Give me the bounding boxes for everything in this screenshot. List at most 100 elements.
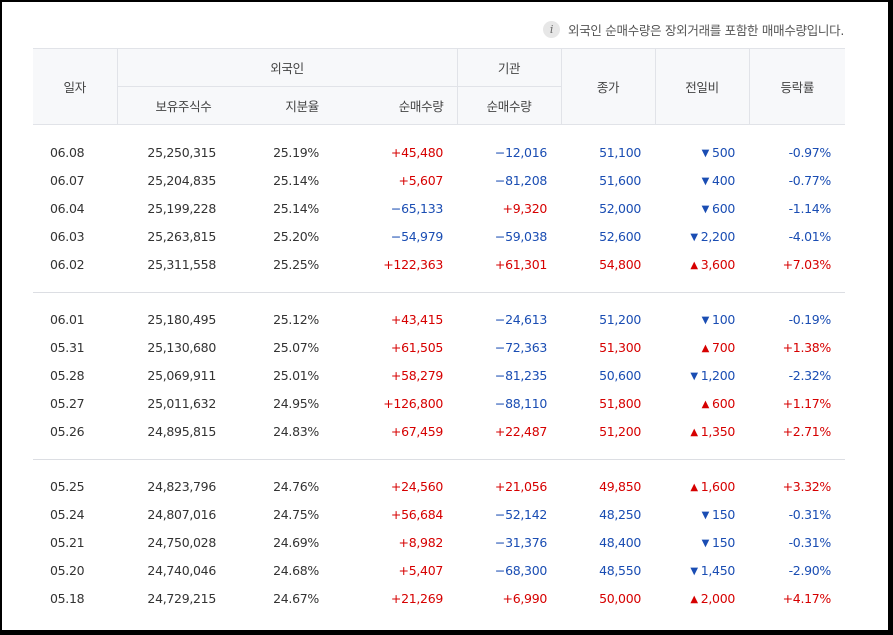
institution-net-cell: −81,208 <box>494 173 548 188</box>
change-cell: ▼ 100 <box>655 306 749 334</box>
spacer-row <box>33 278 846 293</box>
holdings-cell: 24,895,815 <box>147 424 216 439</box>
date-cell: 05.27 <box>50 396 85 411</box>
change-cell: ▼ 150 <box>655 529 749 557</box>
institution-net-cell: −24,613 <box>494 312 548 327</box>
table-row: 05.24 24,807,016 24.75% +56,684 −52,142 48,25… <box>33 501 845 529</box>
change-cell: ▼ 500 <box>655 139 749 167</box>
rate-cell: +3.32% <box>782 479 832 494</box>
header-close: 종가 <box>560 48 656 125</box>
ratio-cell: 25.14% <box>273 201 319 216</box>
table-row: 06.08 25,250,315 25.19% +45,480 −12,016 51,10… <box>33 139 845 167</box>
holdings-cell: 25,250,315 <box>147 145 216 160</box>
foreign-net-cell: +122,363 <box>383 257 444 272</box>
institution-net-cell: +61,301 <box>494 257 548 272</box>
down-arrow-icon: ▼ <box>701 510 710 521</box>
table-row: 06.07 25,204,835 25.14% +5,607 −81,208 51,600… <box>33 167 845 195</box>
change-value: 150 <box>712 535 736 550</box>
holdings-cell: 25,180,495 <box>147 312 216 327</box>
close-price-cell: 48,250 <box>599 507 642 522</box>
change-cell: ▼ 1,450 <box>655 557 749 585</box>
institution-net-cell: −31,376 <box>494 535 548 550</box>
ratio-cell: 24.69% <box>273 535 319 550</box>
spacer-cell <box>33 293 845 306</box>
table-row: 05.25 24,823,796 24.76% +24,560 +21,056 49,85… <box>33 473 845 501</box>
change-cell: ▲ 700 <box>655 334 749 362</box>
ratio-cell: 24.76% <box>273 479 319 494</box>
spacer-row <box>33 293 845 306</box>
spacer-cell <box>33 125 845 139</box>
date-cell: 05.31 <box>50 340 85 355</box>
change-value: 1,600 <box>700 479 736 494</box>
institution-net-cell: −12,016 <box>494 145 548 160</box>
spacer-row <box>33 460 845 473</box>
date-cell: 06.02 <box>50 257 85 272</box>
institution-net-cell: −88,110 <box>494 396 548 411</box>
rate-cell: -2.90% <box>788 563 832 578</box>
table-row: 06.03 25,263,815 25.20% −54,979 −59,038 52,60… <box>33 223 845 251</box>
close-price-cell: 51,200 <box>599 312 642 327</box>
spacer-row <box>33 445 846 460</box>
date-cell: 06.01 <box>50 312 85 327</box>
holdings-cell: 25,011,632 <box>147 396 216 411</box>
down-arrow-icon: ▼ <box>701 538 710 549</box>
date-cell: 06.08 <box>50 145 85 160</box>
change-cell: ▲ 2,000 <box>655 585 749 613</box>
change-value: 600 <box>712 201 736 216</box>
date-cell: 05.21 <box>50 535 85 550</box>
foreign-net-cell: −54,979 <box>390 229 444 244</box>
close-price-cell: 52,600 <box>599 229 642 244</box>
foreign-net-cell: +8,982 <box>398 535 444 550</box>
holdings-cell: 25,263,815 <box>147 229 216 244</box>
institution-net-cell: −72,363 <box>494 340 548 355</box>
close-price-cell: 51,100 <box>599 145 642 160</box>
table-row: 05.21 24,750,028 24.69% +8,982 −31,376 48,400… <box>33 529 845 557</box>
header-date: 일자 <box>33 48 117 125</box>
ratio-cell: 25.19% <box>273 145 319 160</box>
foreign-net-cell: +56,684 <box>390 507 444 522</box>
table-header: 일자 외국인 기관 종가 전일비 등락률 보유주식수 지분율 순매수량 순매수량 <box>33 48 846 125</box>
change-value: 150 <box>712 507 736 522</box>
holdings-cell: 25,204,835 <box>147 173 216 188</box>
table-row: 05.26 24,895,815 24.83% +67,459 +22,487 51,20… <box>33 418 845 446</box>
ratio-cell: 25.14% <box>273 173 319 188</box>
institution-net-cell: −52,142 <box>494 507 548 522</box>
up-arrow-icon: ▲ <box>690 482 698 493</box>
close-price-cell: 48,550 <box>599 563 642 578</box>
spacer-cell <box>33 460 845 473</box>
foreign-net-cell: +5,407 <box>398 563 444 578</box>
down-arrow-icon: ▼ <box>690 232 698 243</box>
foreign-net-cell: +43,415 <box>390 312 444 327</box>
spacer-cell <box>33 613 845 627</box>
close-price-cell: 51,800 <box>599 396 642 411</box>
table-row: 05.18 24,729,215 24.67% +21,269 +6,990 50,000… <box>33 585 845 613</box>
spacer-cell <box>33 445 846 460</box>
date-cell: 05.26 <box>50 424 85 439</box>
foreign-net-cell: +126,800 <box>383 396 444 411</box>
rate-cell: +1.17% <box>782 396 832 411</box>
foreign-net-cell: +45,480 <box>390 145 444 160</box>
holdings-cell: 25,311,558 <box>147 257 216 272</box>
foreign-net-cell: +21,269 <box>390 591 444 606</box>
close-price-cell: 52,000 <box>599 201 642 216</box>
holdings-cell: 24,807,016 <box>147 507 216 522</box>
down-arrow-icon: ▼ <box>701 148 710 159</box>
holdings-cell: 25,199,228 <box>147 201 216 216</box>
table-row: 06.01 25,180,495 25.12% +43,415 −24,613 51,20… <box>33 306 845 334</box>
institution-net-cell: −68,300 <box>494 563 548 578</box>
up-arrow-icon: ▲ <box>690 594 698 605</box>
change-cell: ▼ 150 <box>655 501 749 529</box>
foreign-net-cell: +58,279 <box>390 368 444 383</box>
date-cell: 05.18 <box>50 591 85 606</box>
up-arrow-icon: ▲ <box>701 399 710 410</box>
header-foreign: 외국인 <box>116 48 458 87</box>
rate-cell: +7.03% <box>782 257 832 272</box>
change-cell: ▲ 600 <box>655 390 749 418</box>
table-row: 05.20 24,740,046 24.68% +5,407 −68,300 48,550… <box>33 557 845 585</box>
up-arrow-icon: ▲ <box>701 343 710 354</box>
foreign-net-cell: +67,459 <box>390 424 444 439</box>
date-cell: 05.24 <box>50 507 85 522</box>
ratio-cell: 24.75% <box>273 507 319 522</box>
rate-cell: +1.38% <box>782 340 832 355</box>
header-holdings: 보유주식수 <box>116 86 230 125</box>
